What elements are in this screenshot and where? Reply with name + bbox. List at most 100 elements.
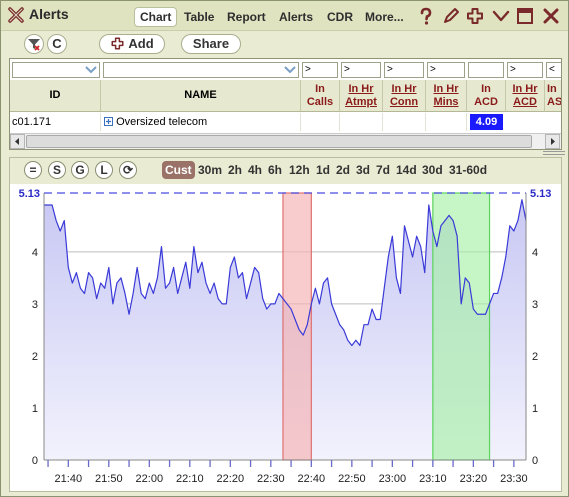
col-header-name[interactable]: NAME bbox=[101, 80, 301, 112]
clear-filter-button[interactable]: C bbox=[47, 34, 67, 54]
range-cust[interactable]: Cust bbox=[162, 161, 195, 179]
x-tick-label: 22:30 bbox=[257, 473, 285, 485]
col-header-in-hr-mins[interactable]: In Hr Mins bbox=[426, 80, 467, 112]
scroll-left-button[interactable] bbox=[10, 134, 25, 149]
y-tick-label-left: 3 bbox=[32, 299, 38, 311]
chart-refresh-button[interactable]: ⟳ bbox=[119, 161, 137, 179]
range-30d[interactable]: 30d bbox=[422, 163, 443, 177]
x-tick-label: 23:00 bbox=[379, 473, 407, 485]
title-bar: Alerts Chart Table Report Alerts CDR Mor… bbox=[1, 1, 568, 31]
window-title: Alerts bbox=[29, 6, 69, 22]
expand-plus-icon[interactable] bbox=[104, 117, 113, 126]
range-30m[interactable]: 30m bbox=[198, 163, 223, 177]
range-4h[interactable]: 4h bbox=[248, 163, 263, 177]
tab-more[interactable]: More... bbox=[365, 10, 404, 24]
y-tick-label-left: 4 bbox=[32, 247, 38, 259]
col-header-id[interactable]: ID bbox=[10, 80, 101, 112]
x-tick-label: 21:40 bbox=[55, 473, 83, 485]
cell-id[interactable]: c01.171 bbox=[12, 113, 101, 131]
help-icon[interactable] bbox=[416, 6, 436, 26]
range-31-60d[interactable]: 31-60d bbox=[449, 163, 488, 177]
range-2h[interactable]: 2h bbox=[228, 163, 243, 177]
acd-chart[interactable]: 0 0 1 1 2 2 3 3 4 4 5.13 5.13 21:40 21:50 22:00 22:10 22… bbox=[10, 184, 561, 491]
range-6h[interactable]: 6h bbox=[268, 163, 283, 177]
col-header-in-calls[interactable]: In Calls bbox=[301, 80, 340, 112]
x-tick-label: 22:00 bbox=[136, 473, 164, 485]
filter-id[interactable] bbox=[12, 62, 100, 78]
y-tick-label-right: 2 bbox=[532, 351, 538, 363]
close-icon[interactable] bbox=[541, 6, 561, 26]
y-tick-label-right: 4 bbox=[532, 247, 538, 259]
max-label-right: 5.13 bbox=[530, 188, 551, 200]
cell-in-hr-conn bbox=[383, 113, 426, 131]
filter-in-hr-atmpt[interactable]: > bbox=[341, 62, 381, 78]
cell-name-text: Oversized telecom bbox=[116, 116, 208, 128]
chart-g-button[interactable]: G bbox=[71, 161, 89, 179]
y-tick-label-left: 1 bbox=[32, 403, 38, 415]
grid-horizontal-scrollbar[interactable] bbox=[10, 133, 561, 149]
tab-chart[interactable]: Chart bbox=[134, 7, 178, 27]
alerts-grid: > > > > > < ID NAME In Calls In Hr Atmpt… bbox=[9, 58, 562, 150]
filter-button[interactable] bbox=[24, 34, 44, 54]
x-tick-label: 22:50 bbox=[338, 473, 366, 485]
x-tick-label: 21:50 bbox=[95, 473, 123, 485]
col-header-in-as[interactable]: In AS bbox=[545, 80, 561, 112]
series-line bbox=[44, 199, 527, 347]
chart-s-button[interactable]: S bbox=[48, 161, 66, 179]
chevron-down-icon bbox=[284, 66, 296, 74]
filter-in-hr-acd[interactable]: > bbox=[507, 62, 543, 78]
tab-table[interactable]: Table bbox=[184, 10, 215, 24]
range-12h[interactable]: 12h bbox=[289, 163, 310, 177]
x-tick-label: 23:30 bbox=[500, 473, 528, 485]
y-tick-label-left: 2 bbox=[32, 351, 38, 363]
add-button-label: Add bbox=[128, 36, 154, 51]
filter-name[interactable] bbox=[103, 62, 299, 78]
chart-toolbar: = S G L ⟳ Cust 30m 2h 4h 6h 12h 1d 2d 3d… bbox=[10, 158, 561, 184]
panel-resize-grip[interactable] bbox=[543, 151, 565, 155]
y-tick-label-right: 1 bbox=[532, 403, 538, 415]
range-1d[interactable]: 1d bbox=[316, 163, 331, 177]
range-3d[interactable]: 3d bbox=[356, 163, 371, 177]
filter-in-as[interactable]: < bbox=[546, 62, 561, 78]
filter-in-hr-mins[interactable]: > bbox=[427, 62, 465, 78]
filter-in-hr-conn[interactable]: > bbox=[384, 62, 424, 78]
edit-icon[interactable] bbox=[441, 6, 461, 26]
filter-in-calls[interactable]: > bbox=[302, 62, 338, 78]
col-header-in-hr-conn[interactable]: In Hr Conn bbox=[383, 80, 426, 112]
col-header-in-hr-atmpt[interactable]: In Hr Atmpt bbox=[340, 80, 383, 112]
cell-in-acd[interactable]: 4.09 bbox=[467, 113, 506, 131]
grid-toolbar: C Add Share bbox=[1, 31, 568, 57]
tab-cdr[interactable]: CDR bbox=[327, 10, 353, 24]
chart-l-button[interactable]: L bbox=[95, 161, 113, 179]
range-7d[interactable]: 7d bbox=[376, 163, 391, 177]
chart-panel: = S G L ⟳ Cust 30m 2h 4h 6h 12h 1d 2d 3d… bbox=[9, 157, 562, 492]
x-tick-label: 23:10 bbox=[419, 473, 447, 485]
collapse-icon[interactable] bbox=[491, 6, 511, 26]
scroll-thumb[interactable] bbox=[26, 135, 532, 148]
y-tick-label-right: 0 bbox=[532, 455, 538, 467]
x-tick-label: 23:20 bbox=[460, 473, 488, 485]
filter-in-acd[interactable] bbox=[468, 62, 504, 78]
max-label-left: 5.13 bbox=[19, 188, 40, 200]
tab-report[interactable]: Report bbox=[227, 10, 266, 24]
tab-alerts[interactable]: Alerts bbox=[279, 10, 314, 24]
x-tick-label: 22:20 bbox=[217, 473, 245, 485]
col-header-in-hr-acd[interactable]: In Hr ACD bbox=[506, 80, 545, 112]
add-button[interactable]: Add bbox=[99, 34, 165, 54]
chevron-down-icon bbox=[85, 66, 97, 74]
chart-menu-button[interactable]: = bbox=[24, 161, 42, 179]
range-14d[interactable]: 14d bbox=[396, 163, 417, 177]
maximize-icon[interactable] bbox=[515, 6, 535, 26]
arrow-left-icon bbox=[15, 138, 19, 145]
share-button[interactable]: Share bbox=[181, 34, 241, 54]
range-2d[interactable]: 2d bbox=[336, 163, 351, 177]
col-header-in-acd[interactable]: In ACD bbox=[467, 80, 506, 112]
add-icon[interactable] bbox=[465, 6, 485, 26]
x-tick-label: 22:10 bbox=[176, 473, 204, 485]
cell-name[interactable]: Oversized telecom bbox=[101, 113, 301, 131]
funnel-icon bbox=[28, 39, 40, 51]
scroll-right-button[interactable] bbox=[545, 134, 560, 149]
cell-in-calls bbox=[301, 113, 340, 131]
alerts-close-x-icon[interactable] bbox=[7, 6, 25, 24]
y-tick-label-left: 0 bbox=[32, 455, 38, 467]
